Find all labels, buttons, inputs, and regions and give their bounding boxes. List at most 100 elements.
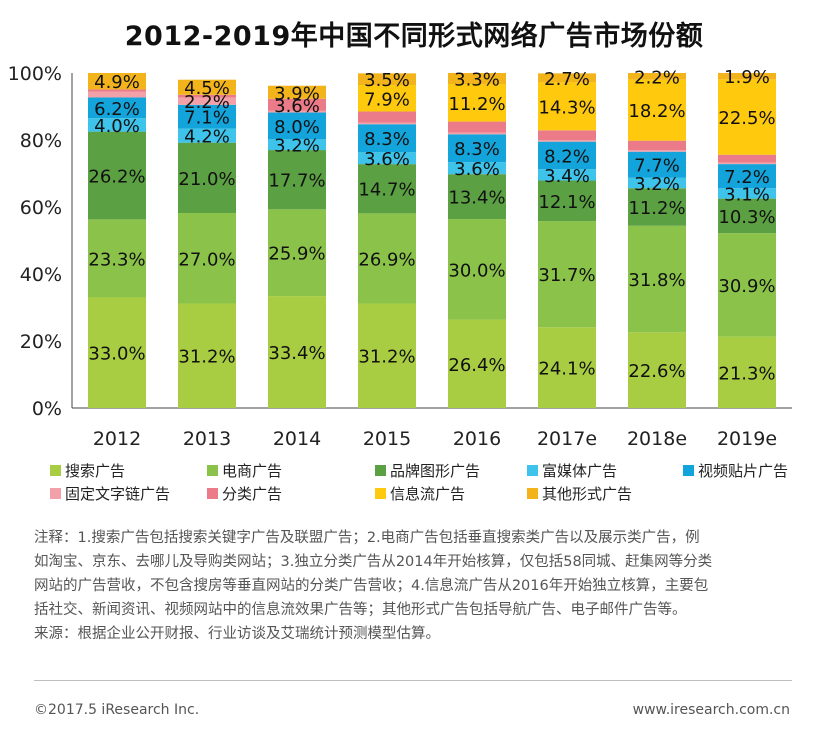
data-label: 27.0% xyxy=(178,249,235,270)
y-tick-label: 100% xyxy=(8,63,62,85)
data-label: 25.9% xyxy=(268,244,325,265)
chart-title: 2012-2019年中国不同形式网络广告市场份额 xyxy=(124,21,704,52)
footer-divider xyxy=(34,680,792,681)
data-label: 7.9% xyxy=(364,89,410,110)
x-tick-label: 2018e xyxy=(627,428,687,450)
bar-segment xyxy=(268,150,326,210)
data-label: 7.1% xyxy=(184,108,230,129)
data-label: 30.0% xyxy=(448,260,505,281)
data-label: 3.6% xyxy=(274,96,320,117)
bar-segment xyxy=(448,121,506,133)
bar-segment xyxy=(628,225,686,333)
bar-segment xyxy=(628,150,686,152)
source-line: 来源：根据企业公开财报、行业访谈及艾瑞统计预测模型估算。 xyxy=(34,626,440,642)
bar-segment xyxy=(268,110,326,113)
bar-segment xyxy=(718,188,776,199)
copyright: ©2017.5 iResearch Inc. xyxy=(34,702,200,718)
x-tick-label: 2012 xyxy=(93,428,141,450)
note-line: 括社交、新闻资讯、视频网站中的信息流效果广告等；其他形式广告包括导航广告、电子邮… xyxy=(34,602,687,618)
data-label: 1.9% xyxy=(724,67,770,88)
data-label: 3.6% xyxy=(454,159,500,180)
data-label: 4.0% xyxy=(94,116,140,137)
data-label: 4.2% xyxy=(184,127,230,148)
legend-item: 分类广告 xyxy=(207,483,282,504)
bar-segment xyxy=(628,332,686,408)
data-label: 26.2% xyxy=(88,167,145,188)
bar-segment xyxy=(538,221,596,328)
y-tick-label: 80% xyxy=(20,130,62,152)
notes: 注释：1.搜索广告包括搜索关键字广告及联盟广告；2.电商广告包括垂直搜索类广告以… xyxy=(34,526,796,646)
data-label: 7.2% xyxy=(724,167,770,188)
legend-swatch xyxy=(683,465,694,476)
data-label: 30.9% xyxy=(718,276,775,297)
data-label: 3.3% xyxy=(454,70,500,91)
bar-segment xyxy=(718,164,776,189)
bar-segment xyxy=(268,139,326,151)
data-label: 33.0% xyxy=(88,344,145,365)
bar-segment xyxy=(178,213,236,304)
bar-segment xyxy=(178,303,236,408)
bar-segment xyxy=(358,122,416,125)
bar-segment xyxy=(448,162,506,175)
x-tick-label: 2014 xyxy=(273,428,321,450)
data-label: 22.6% xyxy=(628,361,685,382)
bar-segment xyxy=(268,112,326,140)
data-label: 26.9% xyxy=(358,249,415,270)
bar-segment xyxy=(628,79,686,141)
data-label: 3.4% xyxy=(544,166,590,187)
data-label: 33.4% xyxy=(268,343,325,364)
data-label: 24.1% xyxy=(538,359,595,380)
data-label: 13.4% xyxy=(448,188,505,209)
legend-label: 搜索广告 xyxy=(65,462,126,480)
stacked-bar-chart: 0% 20% 40% 60% 80% 100% 33.0% 23.3% 26.2% 4.0%6.2… xyxy=(8,63,792,450)
data-label: 31.8% xyxy=(628,270,685,291)
bar-segment xyxy=(178,104,236,129)
y-tick-label: 60% xyxy=(20,197,62,219)
bar-segment xyxy=(178,79,236,95)
website: www.iresearch.com.cn xyxy=(632,702,790,718)
note-line: 网站的广告营收，不包含搜房等垂直网站的分类广告营收；4.信息流广告从2016年开… xyxy=(34,578,709,594)
bar-segment xyxy=(538,140,596,142)
bar-segment xyxy=(628,188,686,226)
data-label: 31.7% xyxy=(538,265,595,286)
legend-item: 其他形式广告 xyxy=(527,483,632,504)
y-tick-label: 20% xyxy=(20,331,62,353)
bar-segment xyxy=(88,73,146,90)
legend-label: 视频贴片广告 xyxy=(698,462,789,480)
bar-segment xyxy=(358,73,416,86)
data-label: 22.5% xyxy=(718,108,775,129)
legend-swatch xyxy=(527,488,538,499)
data-label: 11.2% xyxy=(448,94,505,115)
bar-segment xyxy=(268,296,326,408)
legend-swatch xyxy=(527,465,538,476)
bar-segment xyxy=(628,177,686,189)
data-label: 8.0% xyxy=(274,117,320,138)
data-label: 2.7% xyxy=(544,69,590,90)
bar-segment xyxy=(178,128,236,143)
bar-segment xyxy=(628,140,686,151)
data-label: 31.2% xyxy=(178,347,235,368)
data-label: 3.2% xyxy=(634,174,680,195)
data-label: 3.6% xyxy=(364,149,410,170)
data-label: 21.0% xyxy=(178,169,235,190)
legend-item: 信息流广告 xyxy=(375,483,465,504)
bar-segment xyxy=(358,303,416,408)
x-tick-label: 2013 xyxy=(183,428,231,450)
bar-segment xyxy=(358,152,416,165)
bar-segment xyxy=(178,142,236,214)
bar-segment xyxy=(358,85,416,112)
bar-segment xyxy=(358,213,416,304)
bar-segment xyxy=(718,73,776,80)
legend-label: 固定文字链广告 xyxy=(65,485,171,503)
bar-segment xyxy=(718,233,776,337)
legend-label: 信息流广告 xyxy=(390,485,466,503)
data-label: 14.3% xyxy=(538,97,595,118)
data-label: 6.2% xyxy=(94,99,140,120)
data-label: 12.1% xyxy=(538,192,595,213)
data-label: 11.2% xyxy=(628,198,685,219)
bar-segment xyxy=(628,73,686,80)
bar-segment xyxy=(448,134,506,163)
x-tick-label: 2017e xyxy=(537,428,597,450)
legend-label: 电商广告 xyxy=(222,462,283,480)
bar-segment xyxy=(718,198,776,234)
